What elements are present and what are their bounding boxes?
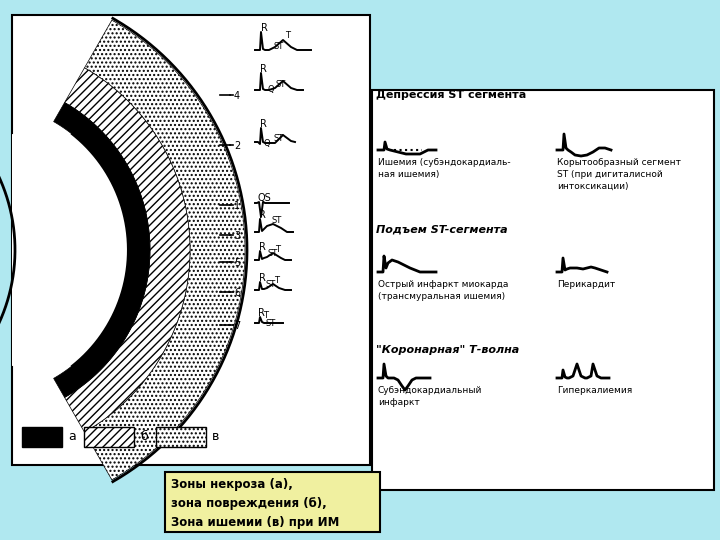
Text: ST: ST (273, 134, 283, 143)
Bar (12, 15, 370, 465)
Text: ST: ST (266, 280, 276, 289)
Text: T: T (285, 31, 290, 40)
Text: ST: ST (266, 319, 276, 328)
Bar (84, 427, 134, 447)
Text: Зоны некроза (а),
зона повреждения (б),
Зона ишемии (в) при ИМ: Зоны некроза (а), зона повреждения (б), … (171, 478, 339, 529)
Polygon shape (84, 20, 245, 480)
Text: R: R (261, 23, 268, 33)
Text: Депрессия ST сегмента: Депрессия ST сегмента (376, 90, 526, 100)
Text: T: T (274, 276, 279, 285)
Polygon shape (54, 103, 150, 397)
Bar (372, 90, 714, 490)
Text: Острый инфаркт миокарда
(трансмуральная ишемия): Острый инфаркт миокарда (трансмуральная … (378, 280, 508, 301)
FancyBboxPatch shape (165, 472, 380, 532)
Polygon shape (65, 68, 190, 432)
Text: Q: Q (267, 85, 274, 94)
Text: Корытообразный сегмент
ST (при дигиталисной
интоксикации): Корытообразный сегмент ST (при дигиталис… (557, 158, 681, 191)
Text: 4: 4 (234, 91, 240, 101)
Text: а: а (68, 430, 76, 443)
Text: Подъем ST-сегмента: Подъем ST-сегмента (376, 225, 508, 235)
Text: Q: Q (263, 139, 269, 148)
Text: Перикардит: Перикардит (557, 280, 616, 289)
Text: 5: 5 (234, 258, 240, 268)
Text: в: в (212, 430, 220, 443)
Text: 1: 1 (234, 201, 240, 211)
Polygon shape (12, 134, 128, 366)
Text: Субэндокардиальный
инфаркт: Субэндокардиальный инфаркт (378, 386, 482, 407)
Text: 6: 6 (234, 288, 240, 298)
Text: ST: ST (271, 216, 282, 225)
Text: ST: ST (275, 80, 285, 89)
Text: Ишемия (субэндокардиаль-
ная ишемия): Ишемия (субэндокардиаль- ная ишемия) (378, 158, 510, 179)
Text: T: T (263, 311, 268, 320)
Bar (156, 427, 206, 447)
Text: 7: 7 (234, 321, 240, 331)
Text: QS: QS (258, 193, 271, 203)
Text: 2: 2 (234, 141, 240, 151)
Text: ST: ST (273, 42, 283, 51)
Text: R: R (258, 308, 265, 318)
Text: R: R (259, 210, 266, 220)
Text: б: б (140, 430, 148, 443)
Text: R: R (259, 273, 266, 283)
Text: Гиперкалиемия: Гиперкалиемия (557, 386, 632, 395)
Text: T: T (275, 245, 280, 254)
Text: "Коронарная" Т-волна: "Коронарная" Т-волна (376, 345, 519, 355)
Text: ST: ST (267, 249, 277, 258)
Text: R: R (260, 64, 267, 74)
Text: R: R (260, 119, 267, 129)
Text: 3: 3 (234, 231, 240, 241)
Text: R: R (259, 242, 266, 252)
Bar (22, 427, 62, 447)
